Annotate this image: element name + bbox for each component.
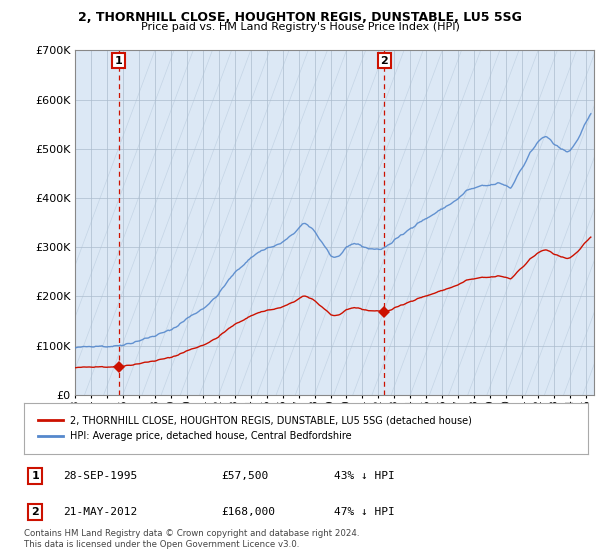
Text: Price paid vs. HM Land Registry's House Price Index (HPI): Price paid vs. HM Land Registry's House … — [140, 22, 460, 32]
Text: Contains HM Land Registry data © Crown copyright and database right 2024.
This d: Contains HM Land Registry data © Crown c… — [24, 529, 359, 549]
Text: 2: 2 — [380, 55, 388, 66]
Text: 47% ↓ HPI: 47% ↓ HPI — [334, 507, 395, 517]
Text: 2, THORNHILL CLOSE, HOUGHTON REGIS, DUNSTABLE, LU5 5SG: 2, THORNHILL CLOSE, HOUGHTON REGIS, DUNS… — [78, 11, 522, 24]
Text: 1: 1 — [115, 55, 122, 66]
Legend: 2, THORNHILL CLOSE, HOUGHTON REGIS, DUNSTABLE, LU5 5SG (detached house), HPI: Av: 2, THORNHILL CLOSE, HOUGHTON REGIS, DUNS… — [35, 412, 476, 445]
Text: 21-MAY-2012: 21-MAY-2012 — [64, 507, 138, 517]
Text: 28-SEP-1995: 28-SEP-1995 — [64, 471, 138, 481]
Text: 2: 2 — [31, 507, 39, 517]
Text: 43% ↓ HPI: 43% ↓ HPI — [334, 471, 395, 481]
Text: £57,500: £57,500 — [221, 471, 269, 481]
Text: 1: 1 — [31, 471, 39, 481]
Text: £168,000: £168,000 — [221, 507, 275, 517]
